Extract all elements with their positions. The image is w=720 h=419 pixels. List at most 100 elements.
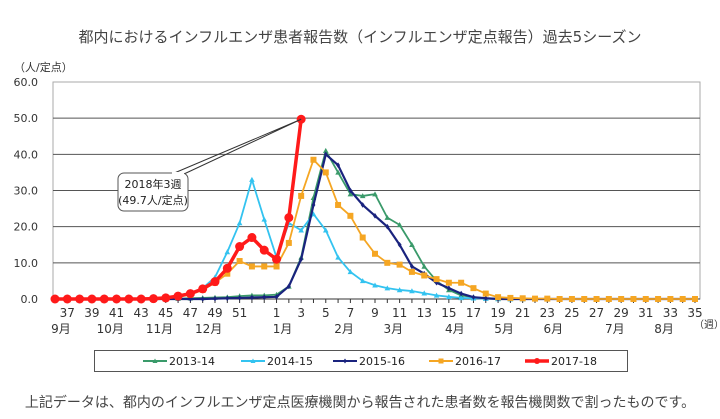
data-point <box>148 294 158 304</box>
month-label: 5月 <box>494 322 514 336</box>
data-point <box>161 293 171 303</box>
month-label: 12月 <box>195 322 222 336</box>
legend-item: 2015-16 <box>333 355 405 368</box>
data-point <box>87 294 97 304</box>
x-tick-label: 25 <box>564 306 579 320</box>
data-point <box>372 191 378 197</box>
data-point <box>544 295 551 302</box>
data-point <box>213 295 217 302</box>
data-point <box>359 278 366 284</box>
month-label: 7月 <box>605 322 625 336</box>
callout-pointer <box>171 118 302 175</box>
legend-item: 2017-18 <box>525 355 597 368</box>
y-tick-label: 10.0 <box>14 257 39 270</box>
data-point <box>618 296 625 302</box>
month-label: 8月 <box>654 322 674 336</box>
data-point <box>433 292 440 298</box>
data-point <box>556 296 563 302</box>
month-label: 4月 <box>445 322 465 336</box>
data-point <box>421 272 428 279</box>
x-tick-label: 23 <box>540 306 555 320</box>
callout-box <box>117 172 189 212</box>
data-point <box>75 294 85 304</box>
chart-title: 都内におけるインフルエンザ患者報告数（インフルエンザ定点報告）過去5シーズン <box>78 28 642 46</box>
x-tick-label: 7 <box>347 306 355 320</box>
data-point <box>286 283 291 290</box>
y-tick-label: 0.0 <box>21 293 39 306</box>
data-point <box>348 187 353 194</box>
x-axis-label: （週） <box>694 319 720 331</box>
x-tick-label: 21 <box>515 306 530 320</box>
data-point <box>458 279 465 286</box>
month-label: 3月 <box>383 322 403 336</box>
data-point <box>421 290 428 296</box>
data-point <box>261 216 268 222</box>
data-point <box>136 294 146 304</box>
data-point <box>471 294 476 300</box>
y-axis-label: （人/定点） <box>14 60 73 74</box>
data-point <box>285 239 292 246</box>
x-tick-label: 41 <box>109 306 124 320</box>
data-point <box>655 296 662 302</box>
x-tick-label: 17 <box>466 306 481 320</box>
data-point <box>299 256 304 263</box>
data-point <box>384 285 391 291</box>
data-point <box>322 227 329 233</box>
x-tick-label: 3 <box>297 306 305 320</box>
x-tick-label: 19 <box>490 306 505 320</box>
data-point <box>198 284 208 294</box>
data-point <box>210 277 220 287</box>
x-tick-label: 9 <box>371 306 379 320</box>
x-tick-label: 35 <box>687 306 702 320</box>
data-point <box>335 201 342 208</box>
x-tick-label: 43 <box>134 306 149 320</box>
y-tick-label: 60.0 <box>14 76 39 89</box>
data-point <box>50 294 60 304</box>
callout-line2: (49.7人/定点) <box>118 193 188 207</box>
x-tick-label: 45 <box>158 306 173 320</box>
data-point <box>347 191 354 197</box>
legend-label: 2016-17 <box>455 355 501 368</box>
data-point <box>124 294 134 304</box>
data-point <box>359 234 366 241</box>
series-2017-18 <box>50 114 306 304</box>
legend-item: 2014-15 <box>241 355 313 368</box>
month-labels: 9月 10月 11月 12月 1月 2月 3月 4月 5月 6月 7月 8月 <box>51 322 674 336</box>
x-tick-label: 31 <box>638 306 653 320</box>
callout-line1: 2018年3週 <box>125 177 182 191</box>
legend-marker <box>250 358 256 363</box>
data-point <box>581 296 588 302</box>
data-point <box>173 291 183 301</box>
month-label: 1月 <box>273 322 293 336</box>
data-point <box>247 233 257 243</box>
data-point <box>99 294 109 304</box>
data-point <box>384 214 391 220</box>
data-point <box>483 295 488 302</box>
legend-marker <box>152 358 158 363</box>
data-point <box>259 245 269 255</box>
legend-label: 2017-18 <box>551 355 597 368</box>
x-tick-label: 5 <box>322 306 330 320</box>
month-label: 2月 <box>334 322 354 336</box>
data-point <box>396 222 403 228</box>
data-point <box>235 242 245 252</box>
data-point <box>421 263 428 269</box>
data-point <box>224 249 231 255</box>
data-point <box>385 223 390 230</box>
legend-label: 2015-16 <box>359 355 405 368</box>
x-tick-label: 15 <box>441 306 456 320</box>
x-tick-label: 29 <box>614 306 629 320</box>
data-point <box>298 227 304 233</box>
x-tick-label: 49 <box>207 306 222 320</box>
data-point <box>322 147 329 153</box>
data-point <box>372 250 378 257</box>
data-point <box>336 162 341 168</box>
legend-marker <box>343 358 347 364</box>
data-point <box>322 169 329 176</box>
data-point <box>261 263 268 270</box>
data-point <box>446 294 452 300</box>
data-point <box>568 296 575 302</box>
data-point <box>667 296 674 302</box>
x-tick-label: 39 <box>84 306 99 320</box>
legend-item: 2016-17 <box>429 355 501 368</box>
